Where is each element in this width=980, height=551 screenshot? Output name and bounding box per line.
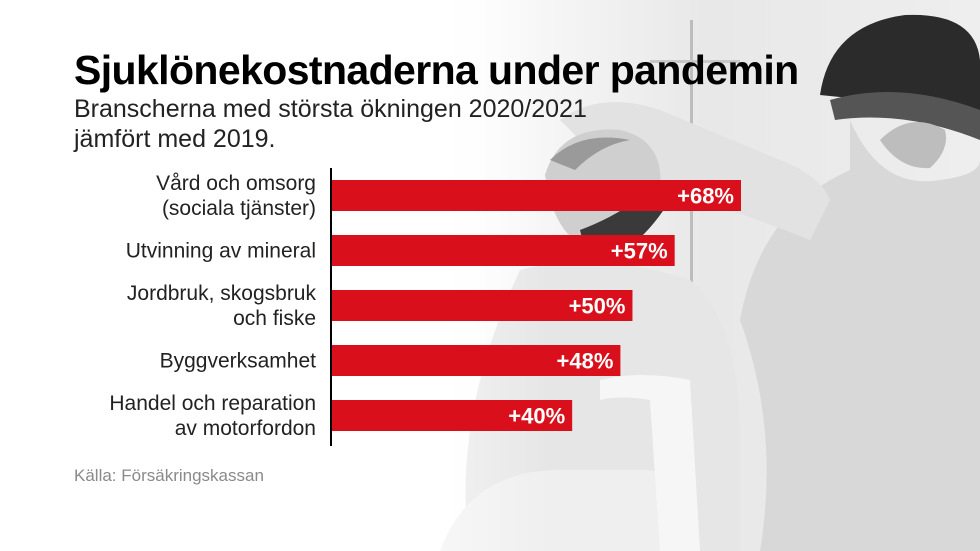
category-label: Vård och omsorg <box>156 172 316 195</box>
category-label: (sociala tjänster) <box>162 197 316 220</box>
category-label: av motorfordon <box>175 417 316 440</box>
bar <box>331 290 633 321</box>
bar <box>331 235 675 266</box>
chart-title: Sjuklönekostnaderna under pandemin <box>74 47 799 93</box>
chart-subtitle: Branscherna med största ökningen 2020/20… <box>74 95 587 153</box>
bar-value-label: +50% <box>569 294 626 319</box>
bar <box>331 400 573 431</box>
bar-value-label: +48% <box>557 349 614 374</box>
bar-value-label: +68% <box>677 184 734 209</box>
bar <box>331 180 741 211</box>
bar <box>331 345 621 376</box>
category-label: Byggverksamhet <box>160 350 317 373</box>
category-label: och fiske <box>233 307 316 330</box>
bar-value-label: +40% <box>508 404 565 429</box>
category-label: Handel och reparation <box>109 392 316 415</box>
source-note: Källa: Försäkringskassan <box>74 466 264 485</box>
category-label: Utvinning av mineral <box>126 240 316 263</box>
category-label: Jordbruk, skogsbruk <box>127 282 317 305</box>
bar-value-label: +57% <box>611 239 668 264</box>
